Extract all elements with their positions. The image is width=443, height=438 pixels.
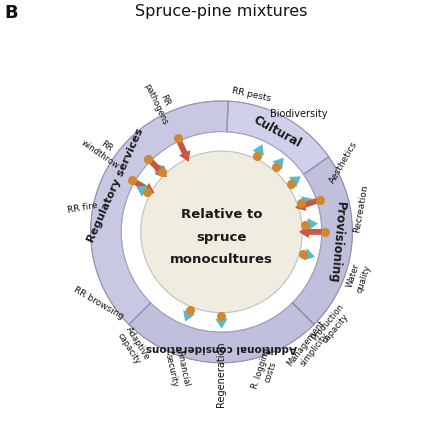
FancyArrow shape xyxy=(295,198,321,212)
Text: RR browsing: RR browsing xyxy=(73,285,126,321)
Text: R. logging
costs: R. logging costs xyxy=(250,346,282,392)
FancyArrow shape xyxy=(130,178,155,194)
FancyArrow shape xyxy=(183,309,195,322)
Text: Relative to: Relative to xyxy=(181,208,262,221)
Text: Additional considerations: Additional considerations xyxy=(146,343,297,353)
FancyArrow shape xyxy=(175,137,190,162)
FancyArrow shape xyxy=(289,177,301,188)
Text: Regeneration: Regeneration xyxy=(217,341,226,406)
Text: RR pests: RR pests xyxy=(230,86,271,103)
FancyArrow shape xyxy=(215,316,228,329)
Text: RR
windthrow: RR windthrow xyxy=(80,129,127,170)
FancyArrow shape xyxy=(299,226,325,239)
Circle shape xyxy=(141,152,302,313)
Text: Cultural: Cultural xyxy=(251,113,304,150)
Text: B: B xyxy=(4,4,18,22)
Text: monocultures: monocultures xyxy=(170,252,273,265)
Text: Water
quality: Water quality xyxy=(345,260,372,293)
Text: Biodiversity: Biodiversity xyxy=(270,109,327,119)
Text: Regulatory services: Regulatory services xyxy=(86,127,146,244)
Text: Management
simplicity: Management simplicity xyxy=(285,318,335,373)
FancyArrow shape xyxy=(153,164,165,176)
Text: spruce: spruce xyxy=(196,230,247,243)
Text: Adaptive
capacity: Adaptive capacity xyxy=(115,325,151,367)
Wedge shape xyxy=(90,102,228,325)
FancyArrow shape xyxy=(253,145,264,157)
FancyArrow shape xyxy=(136,186,148,197)
Wedge shape xyxy=(292,157,353,325)
Text: Provisioning: Provisioning xyxy=(326,201,347,284)
FancyArrow shape xyxy=(305,219,318,231)
FancyArrow shape xyxy=(299,197,312,208)
Text: Spruce-pine mixtures: Spruce-pine mixtures xyxy=(135,4,308,19)
Text: RR fire: RR fire xyxy=(66,201,98,215)
Text: Aesthetics: Aesthetics xyxy=(328,139,360,184)
FancyArrow shape xyxy=(302,249,315,261)
Text: Financial
security: Financial security xyxy=(163,349,190,389)
FancyArrow shape xyxy=(146,157,167,178)
Text: Production
capacity: Production capacity xyxy=(310,301,354,348)
Text: Recreation: Recreation xyxy=(352,183,369,233)
Text: RR
pathogens: RR pathogens xyxy=(142,78,179,127)
Wedge shape xyxy=(129,303,314,363)
FancyArrow shape xyxy=(272,159,284,170)
Wedge shape xyxy=(227,102,329,175)
